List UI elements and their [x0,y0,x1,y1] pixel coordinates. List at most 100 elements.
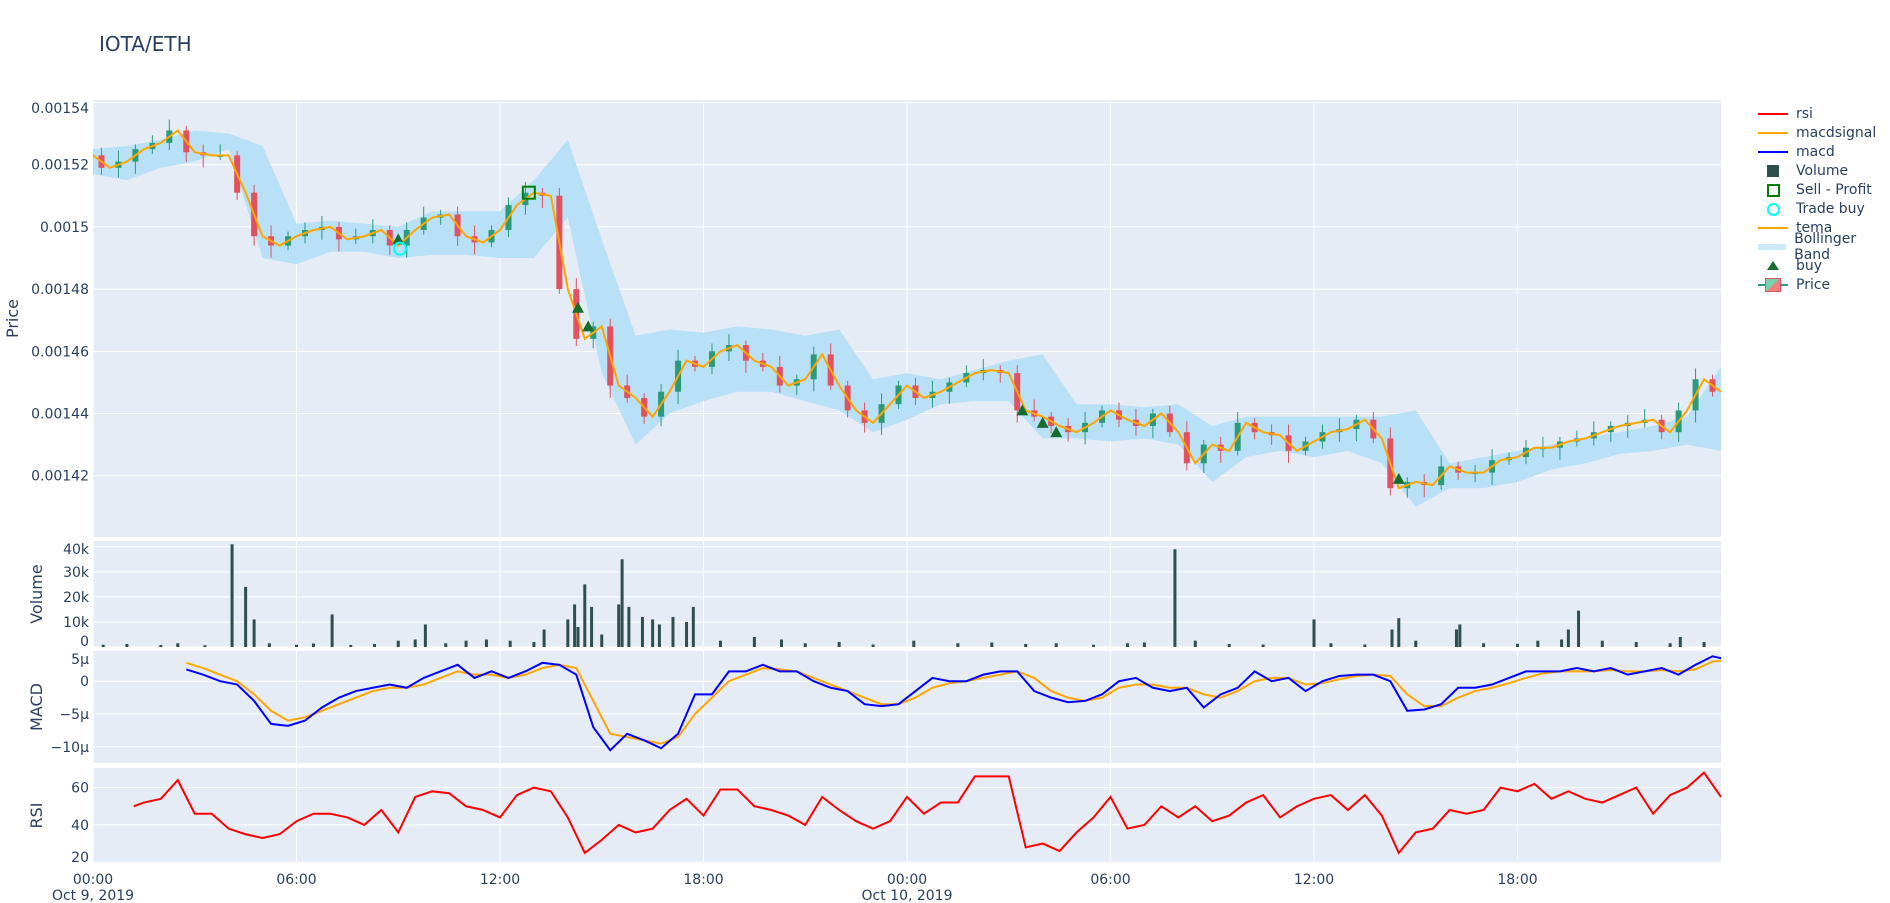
volume-bar [1668,643,1672,647]
x-tick-label: 12:00 [480,872,520,888]
volume-bar [1454,629,1458,647]
volume-bar [1261,644,1265,647]
volume-bar [1024,643,1028,647]
line-icon [1758,106,1788,122]
volume-bar [1193,640,1197,647]
volume-bar [780,639,784,647]
volume-bar [837,641,841,647]
volume-bar [1092,644,1096,647]
line-icon [1758,220,1788,236]
legend-item-volume[interactable]: Volume [1758,161,1890,180]
legend-item-sell-profit[interactable]: Sell - Profit [1758,180,1890,199]
buy-marker [392,233,405,245]
volume-bar [176,643,180,647]
volume-bar [532,641,536,647]
y-tick-label: 0 [80,674,89,690]
volume-bar [600,634,604,647]
x-tick-label: 06:00 [276,872,316,888]
volume-bar [691,606,695,647]
volume-bar [576,626,580,647]
circle-icon [1758,201,1788,217]
volume-bar [566,619,570,647]
price-series [93,119,1721,507]
volume-bar [330,614,334,647]
line-icon [1758,125,1788,141]
volume-bar [590,606,594,647]
volume-bar [990,642,994,647]
band-icon [1758,239,1787,255]
volume-bar [671,616,675,647]
line-icon [1758,144,1788,160]
legend-item-buy[interactable]: buy [1758,256,1890,275]
volume-bar [1390,629,1394,647]
x-tick-label: 18:00 [683,872,723,888]
x-tick-label: 12:00 [1294,872,1334,888]
y-tick-label: 0.00142 [31,469,89,485]
y-tick-label: 5µ [71,652,89,668]
buy-marker [572,301,585,313]
y-tick-label: 40k [63,542,90,558]
volume-bar [1397,618,1401,647]
chart-title: IOTA/ETH [99,32,192,56]
y-tick-label: −10µ [51,740,90,756]
volume-bar [1634,641,1638,647]
volume-series [101,544,1706,647]
x-tick-label: 18:00 [1497,872,1537,888]
volume-panel: 0 10k 20k 30k 40k Volume [27,541,1721,650]
x-tick-label: 00:00 [887,872,927,888]
y-tick-label: 0.00154 [31,101,89,117]
volume-bar [583,584,587,647]
candlestick-icon [1758,277,1788,293]
legend-item-price[interactable]: Price [1758,275,1890,294]
volume-bar [752,636,756,647]
legend-item-bollinger-band[interactable]: Bollinger Band [1758,231,1890,263]
y-axis-title: Volume [27,564,46,624]
volume-bar [1363,644,1367,647]
volume-bar [267,643,271,647]
y-tick-label: 0.00148 [31,282,89,298]
volume-bar [1458,624,1462,647]
legend-item-rsi[interactable]: rsi [1758,104,1890,123]
buy-marker [1050,426,1063,438]
volume-bar [956,643,960,647]
volume-bar [1702,641,1706,647]
volume-bar [1560,639,1564,647]
volume-bar [651,619,655,647]
trade-buy-marker [392,241,407,256]
volume-bar [685,621,689,647]
volume-bar [1312,619,1316,647]
volume-bar [1566,629,1570,647]
legend-item-macdsignal[interactable]: macdsignal [1758,123,1890,142]
rsi-panel: 20 40 60 RSI [27,768,1721,866]
volume-bar [484,639,488,647]
volume-bar [1577,610,1581,647]
volume-bar [657,624,661,647]
volume-bar [101,644,105,647]
volume-bar [423,624,427,647]
volume-bar [1678,636,1682,647]
volume-bar [803,643,807,647]
volume-bar [640,616,644,647]
legend-item-trade-buy[interactable]: Trade buy [1758,199,1890,218]
volume-bar [1329,643,1333,647]
y-axis-title: RSI [27,803,46,829]
y-tick-label: 30k [63,565,90,581]
volume-bar [373,643,377,647]
volume-bar [718,640,722,647]
volume-bar [311,643,315,647]
volume-bar [508,640,512,647]
square-icon [1758,163,1788,179]
volume-bar [252,619,256,647]
buy-marker [582,320,595,332]
buy-marker [1036,416,1049,428]
volume-bar [617,604,621,647]
legend-item-tema[interactable]: tema [1758,218,1890,237]
legend-item-macd[interactable]: macd [1758,142,1890,161]
volume-bar [573,604,577,647]
macd-series [185,655,1721,752]
volume-bar [1516,643,1519,647]
volume-bar [244,586,248,647]
volume-bar [125,643,129,647]
legend: rsi macdsignal macd Volume Sell - Profit… [1758,104,1890,294]
